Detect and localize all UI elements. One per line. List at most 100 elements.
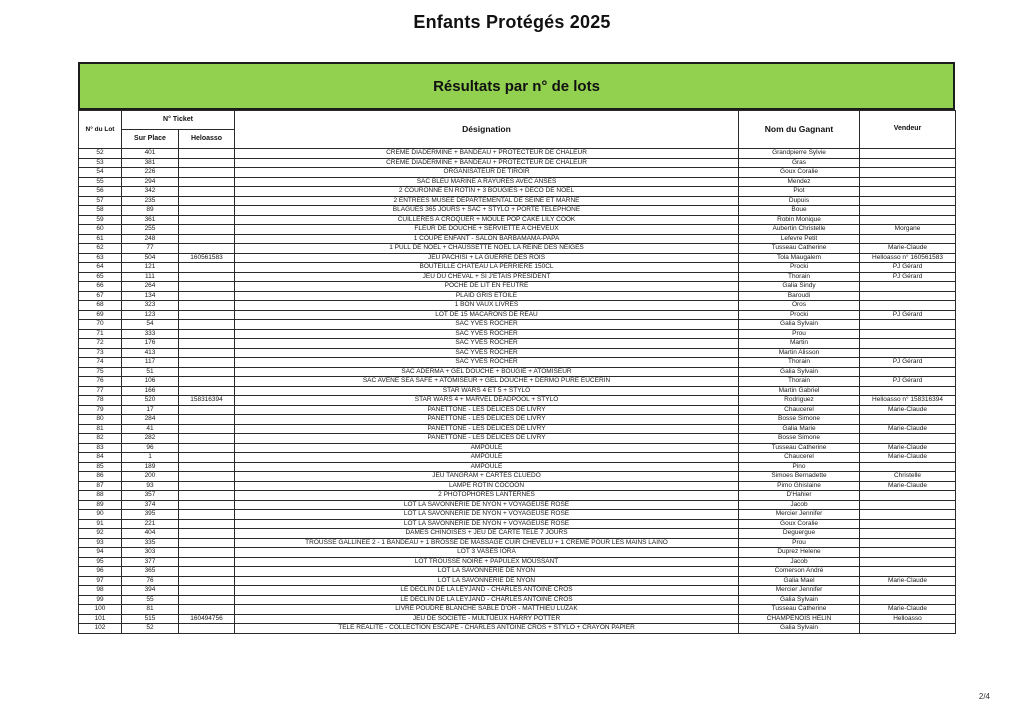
ticket-heloasso-cell — [178, 195, 235, 206]
winner-cell: Jacob — [738, 556, 860, 567]
winner-cell: Bosse Simone — [738, 414, 860, 425]
designation-cell: LOT LA SAVONNERIE DE NYON — [234, 575, 739, 586]
ticket-surplace-cell: 294 — [121, 176, 179, 187]
ticket-surplace-cell: 413 — [121, 347, 179, 358]
ticket-heloasso-cell — [178, 205, 235, 216]
designation-cell: LOT LA SAVONNERIE DE NYON + VOYAGEUSE RO… — [234, 509, 739, 520]
ticket-heloasso-cell — [178, 224, 235, 235]
lot-cell: 66 — [78, 281, 122, 292]
vendeur-cell — [859, 594, 956, 605]
ticket-surplace-cell: 111 — [121, 271, 179, 282]
ticket-surplace-cell: 255 — [121, 224, 179, 235]
lot-cell: 56 — [78, 186, 122, 197]
lot-cell: 64 — [78, 262, 122, 273]
winner-cell: Oros — [738, 300, 860, 311]
designation-cell: LOT 3 VASES IORA — [234, 547, 739, 558]
designation-cell: LOT LA SAVONNERIE DE NYON + VOYAGEUSE RO… — [234, 499, 739, 510]
designation-cell: AMPOULE — [234, 452, 739, 463]
vendeur-cell: Marie-Claude — [859, 423, 956, 434]
table-row: 97 76 LOT LA SAVONNERIE DE NYON Galia Mael M… — [78, 575, 956, 586]
ticket-surplace-cell: 235 — [121, 195, 179, 206]
col-header-winner: Nom du Gagnant — [738, 110, 860, 149]
table-row: 67 134 PLAID GRIS ETOILE Baroudi — [78, 290, 956, 301]
ticket-surplace-cell: 226 — [121, 167, 179, 178]
table-row: 53 381 CREME DIADERMINE + BANDEAU + PROTEC… — [78, 157, 956, 168]
table-row: 92 404 DAMES CHINOISES + JEU DE CARTE TELE… — [78, 528, 956, 539]
designation-cell: LOT LA SAVONNERIE DE NYON — [234, 566, 739, 577]
ticket-surplace-cell: 520 — [121, 395, 179, 406]
table-row: 60 255 FLEUR DE DOUCHE + SERVIETTE A CHEVE… — [78, 224, 956, 235]
vendeur-cell: Marie-Claude — [859, 480, 956, 491]
vendeur-cell — [859, 547, 956, 558]
ticket-heloasso-cell — [178, 518, 235, 529]
lot-cell: 87 — [78, 480, 122, 491]
ticket-heloasso-cell — [178, 328, 235, 339]
designation-cell: 1 BON VAUX LIVRES — [234, 300, 739, 311]
lot-cell: 78 — [78, 395, 122, 406]
lot-cell: 96 — [78, 566, 122, 577]
vendeur-cell — [859, 461, 956, 472]
ticket-surplace-cell: 357 — [121, 490, 179, 501]
table-row: 56 342 2 COURONNE EN ROTIN + 3 BOUGIES + D… — [78, 186, 956, 197]
designation-cell: ORGANISATEUR DE TIROIR — [234, 167, 739, 178]
winner-cell: Duprez Helene — [738, 547, 860, 558]
winner-cell: Tusseau Catherine — [738, 604, 860, 615]
ticket-surplace-cell: 54 — [121, 319, 179, 330]
table-row: 69 123 LOT DE 15 MACARONS DE REAU Procki PJ … — [78, 309, 956, 320]
vendeur-cell: Marie-Claude — [859, 452, 956, 463]
vendeur-cell — [859, 433, 956, 444]
designation-cell: STAR WARS 4 ET 5 + STYLO — [234, 385, 739, 396]
ticket-heloasso-cell — [178, 490, 235, 501]
table-row: 55 294 SAC BLEU MARINE A RAYURES AVEC ANSE… — [78, 176, 956, 187]
lot-cell: 90 — [78, 509, 122, 520]
winner-cell: Procki — [738, 309, 860, 320]
vendeur-cell — [859, 566, 956, 577]
lot-cell: 52 — [78, 148, 122, 159]
table-row: 74 117 SAC YVES ROCHER Thorain PJ Gérard — [78, 357, 956, 368]
table-row: 89 374 LOT LA SAVONNERIE DE NYON + VOYAGEU… — [78, 499, 956, 510]
ticket-surplace-cell: 401 — [121, 148, 179, 159]
table-row: 91 221 LOT LA SAVONNERIE DE NYON + VOYAGEU… — [78, 518, 956, 529]
ticket-surplace-cell: 333 — [121, 328, 179, 339]
designation-cell: 1 COUPE ENFANT - SALON BARBAMAMA-PAPA — [234, 233, 739, 244]
winner-cell: Thorain — [738, 357, 860, 368]
vendeur-cell: Helloasso n° 158316394 — [859, 395, 956, 406]
lot-cell: 80 — [78, 414, 122, 425]
lot-cell: 61 — [78, 233, 122, 244]
table-row: 102 52 TELE REALITE - COLLECTION ESCAPE - … — [78, 623, 956, 634]
ticket-heloasso-cell — [178, 176, 235, 187]
designation-cell: PANETTONE - LES DELICES DE LIVRY — [234, 414, 739, 425]
designation-cell: BOUTEILLE CHÂTEAU LA PERRIERE 150CL — [234, 262, 739, 273]
lot-cell: 53 — [78, 157, 122, 168]
vendeur-cell: PJ Gérard — [859, 376, 956, 387]
ticket-surplace-cell: 77 — [121, 243, 179, 254]
vendeur-cell — [859, 186, 956, 197]
vendeur-cell — [859, 585, 956, 596]
designation-cell: SAC BLEU MARINE A RAYURES AVEC ANSES — [234, 176, 739, 187]
table-row: 93 335 TROUSSE GALLINEE 2 - 1 BANDEAU + 1 … — [78, 537, 956, 548]
ticket-surplace-cell: 282 — [121, 433, 179, 444]
table-row: 83 96 AMPOULE Tusseau Catherine Marie-Claude — [78, 442, 956, 453]
ticket-heloasso-cell — [178, 575, 235, 586]
ticket-surplace-cell: 323 — [121, 300, 179, 311]
ticket-heloasso-cell — [178, 357, 235, 368]
winner-cell: Galia Sylvain — [738, 366, 860, 377]
winner-cell: Rodriguez — [738, 395, 860, 406]
vendeur-cell — [859, 347, 956, 358]
ticket-surplace-cell: 81 — [121, 604, 179, 615]
lot-cell: 67 — [78, 290, 122, 301]
ticket-heloasso-cell — [178, 347, 235, 358]
winner-cell: Martin Gabriel — [738, 385, 860, 396]
lot-cell: 86 — [78, 471, 122, 482]
winner-cell: Lefevre Petit — [738, 233, 860, 244]
lot-cell: 91 — [78, 518, 122, 529]
vendeur-cell — [859, 290, 956, 301]
lot-cell: 79 — [78, 404, 122, 415]
ticket-surplace-cell: 303 — [121, 547, 179, 558]
table-row: 78 520 158316394 STAR WARS 4 + MARVEL DEADP… — [78, 395, 956, 406]
table-row: 52 401 CREME DIADERMINE + BANDEAU + PROTEC… — [78, 148, 956, 159]
designation-cell: PANETTONE - LES DELICES DE LIVRY — [234, 423, 739, 434]
designation-cell: SAC YVES ROCHER — [234, 347, 739, 358]
lot-cell: 97 — [78, 575, 122, 586]
vendeur-cell: Helloasso n° 160561583 — [859, 252, 956, 263]
